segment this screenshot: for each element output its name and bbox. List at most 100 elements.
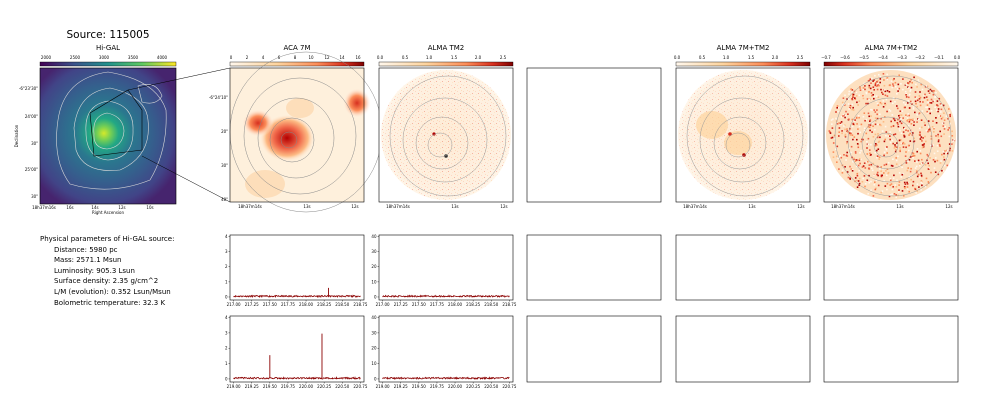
almatm2-colorbar <box>378 61 514 67</box>
x-tick-label: 217.75 <box>430 302 444 307</box>
svg-text:1.5: 1.5 <box>748 55 755 60</box>
svg-text:2.5: 2.5 <box>500 55 507 60</box>
svg-text:13s: 13s <box>748 204 755 209</box>
x-tick-label: 219.00 <box>376 384 390 389</box>
param-surface-density: Surface density: 2.35 g/cm^2 <box>54 277 159 286</box>
empty-panel <box>675 234 811 301</box>
svg-text:12s: 12s <box>500 204 507 209</box>
aca7m-colorbar-ticks: 0 2 4 6 8 10 12 14 16 <box>230 55 361 60</box>
almatm2-spectrum-row1: 217.00 217.25 217.50 217.75 218.00 218.25 218.… <box>371 234 516 307</box>
x-tick-label: 218.25 <box>317 302 331 307</box>
x-tick-label: 220.00 <box>299 384 313 389</box>
x-tick-label: 218.00 <box>448 302 462 307</box>
y-tick-label: 0 <box>374 294 377 299</box>
alma7mtm2-contours <box>686 75 804 197</box>
zoom-connector-top <box>127 67 231 91</box>
alma7mtm2-neg-contours <box>834 75 952 197</box>
spectrum-frame <box>378 234 514 301</box>
svg-text:16s: 16s <box>66 205 73 210</box>
y-tick-label: 0 <box>374 376 377 381</box>
almatm2-title: ALMA TM2 <box>428 44 465 52</box>
svg-text:12s: 12s <box>351 204 358 209</box>
empty-panel-top <box>526 67 662 203</box>
alma7mtm2-neg-colorbar-ticks: −0.7 −0.6 −0.5 −0.4 −0.3 −0.2 −0.1 0.0 <box>821 55 960 60</box>
svg-text:6: 6 <box>278 55 281 60</box>
higal-contours <box>56 71 167 190</box>
x-tick-label: 218.50 <box>484 302 498 307</box>
svg-text:1.0: 1.0 <box>723 55 730 60</box>
higal-yticks: -6°23'30" 24'00" 30" 25'00" 30" <box>19 86 38 199</box>
svg-text:−0.6: −0.6 <box>840 55 850 60</box>
params-header: Physical parameters of Hi-GAL source: <box>40 235 175 243</box>
x-tick-label: 218.75 <box>353 302 367 307</box>
x-tick-label: 217.50 <box>263 302 277 307</box>
alma7mtm2-neg-colorbar <box>823 61 959 67</box>
almatm2-contours <box>389 75 507 197</box>
param-distance: Distance: 5980 pc <box>54 245 118 254</box>
x-tick-label: 220.75 <box>353 384 367 389</box>
svg-text:10s: 10s <box>146 205 153 210</box>
empty-panel <box>526 315 662 383</box>
almatm2-panel: ALMA TM2 0.0 0.5 1.0 1.5 2.0 2.5 18h37m1… <box>377 44 514 209</box>
zoom-connector-bottom <box>141 155 231 203</box>
svg-text:14s: 14s <box>91 205 98 210</box>
svg-text:13s: 13s <box>896 204 903 209</box>
alma7mtm2-neg-panel: ALMA 7M+TM2 −0.7 −0.6 −0.5 −0.4 −0.3 −0.… <box>821 44 960 209</box>
svg-text:2000: 2000 <box>41 55 52 60</box>
svg-text:2.5: 2.5 <box>797 55 804 60</box>
svg-text:0.0: 0.0 <box>954 55 961 60</box>
aca7m-xticks: 18h37m14s 13s 12s <box>238 204 358 209</box>
svg-text:0.5: 0.5 <box>699 55 706 60</box>
param-luminosity: Luminosity: 905.3 Lsun <box>54 266 135 275</box>
y-tick-label: 10 <box>371 361 377 366</box>
higal-xticks: 18h37m16s 16s 14s 12s 10s <box>32 205 153 210</box>
y-tick-label: 0 <box>225 376 228 381</box>
y-tick-label: 40 <box>371 234 377 239</box>
x-tick-label: 217.25 <box>245 302 259 307</box>
svg-text:24'00": 24'00" <box>25 114 38 119</box>
y-tick-label: 30 <box>371 330 377 335</box>
svg-text:3000: 3000 <box>99 55 110 60</box>
x-tick-label: 218.00 <box>299 302 313 307</box>
higal-colorbar-ticks: 2000 2500 3000 3500 4000 <box>41 55 168 60</box>
svg-text:−0.7: −0.7 <box>821 55 831 60</box>
svg-text:12s: 12s <box>118 205 125 210</box>
svg-text:0.5: 0.5 <box>402 55 409 60</box>
svg-text:12: 12 <box>324 55 330 60</box>
spectrum-baseline <box>233 294 361 299</box>
svg-text:1.0: 1.0 <box>426 55 433 60</box>
svg-text:16: 16 <box>355 55 361 60</box>
almatm2-xticks: 18h37m14s 13s 12s <box>386 204 507 209</box>
svg-text:13s: 13s <box>303 204 310 209</box>
almatm2-colorbar-ticks: 0.0 0.5 1.0 1.5 2.0 2.5 <box>377 55 507 60</box>
x-tick-label: 219.50 <box>412 384 426 389</box>
x-tick-label: 217.00 <box>227 302 241 307</box>
x-tick-label: 220.50 <box>335 384 349 389</box>
empty-panel <box>675 315 811 383</box>
svg-text:12s: 12s <box>945 204 952 209</box>
y-tick-label: 3 <box>225 330 228 335</box>
y-tick-label: 20 <box>371 346 377 351</box>
y-tick-label: 1 <box>225 361 228 366</box>
spectrum-frame <box>229 315 365 383</box>
x-tick-label: 217.50 <box>412 302 426 307</box>
physical-parameters: Physical parameters of Hi-GAL source: Di… <box>40 234 174 308</box>
x-tick-label: 220.75 <box>502 384 516 389</box>
svg-text:13s: 13s <box>451 204 458 209</box>
spectrum-panels: 217.00 217.25 217.50 217.75 218.00 218.25 218.… <box>225 234 517 389</box>
aca7m-yticks: -6°24'10" 20" 30" 40" <box>209 95 228 202</box>
x-tick-label: 220.50 <box>484 384 498 389</box>
y-tick-label: 2 <box>225 346 228 351</box>
x-tick-label: 218.75 <box>502 302 516 307</box>
svg-text:2500: 2500 <box>70 55 81 60</box>
alma7mtm2-neg-title: ALMA 7M+TM2 <box>865 44 918 52</box>
x-tick-label: 218.50 <box>335 302 349 307</box>
svg-text:2: 2 <box>246 55 249 60</box>
svg-text:4000: 4000 <box>157 55 168 60</box>
alma7mtm2-colorbar <box>675 61 811 67</box>
y-tick-label: 20 <box>371 264 377 269</box>
y-tick-label: 40 <box>371 315 377 320</box>
x-tick-label: 219.75 <box>430 384 444 389</box>
svg-text:25'00": 25'00" <box>25 167 38 172</box>
